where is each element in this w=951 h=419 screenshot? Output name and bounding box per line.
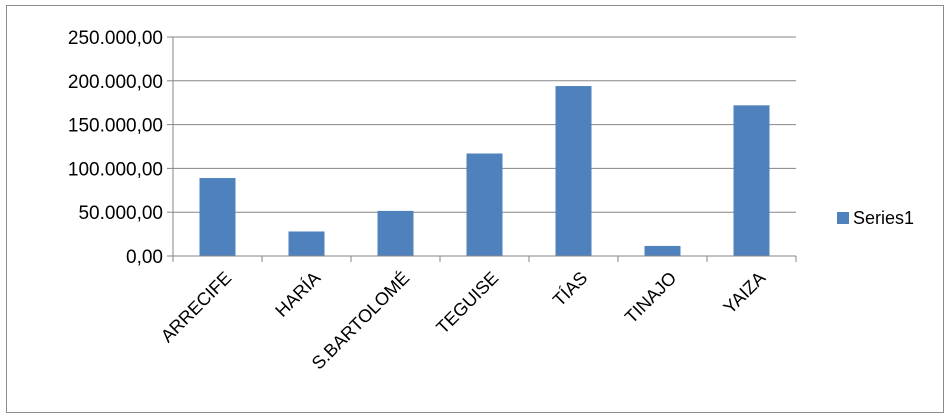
y-tick-label: 0,00 [126, 247, 163, 268]
bar-5 [644, 245, 681, 256]
bars [199, 86, 770, 256]
x-category-label: ARRECIFE [157, 268, 235, 346]
bar-3 [466, 153, 503, 256]
x-category-label: TINAJO [621, 268, 680, 327]
bar-4 [555, 86, 592, 256]
y-axis-tick-labels: 0,00 50.000,00 100.000,00 150.000,00 200.000… [68, 28, 163, 268]
y-tick-label: 150.000,00 [68, 116, 163, 137]
y-tick-label: 100.000,00 [68, 159, 163, 180]
x-category-label: TÍAS [549, 268, 591, 310]
bar-0 [199, 178, 236, 256]
x-category-label: YAIZA [719, 268, 769, 318]
bar-6 [733, 105, 770, 256]
gridlines [167, 36, 796, 257]
legend-label-series1: Series1 [853, 208, 914, 228]
y-tick-label: 50.000,00 [78, 203, 163, 224]
bar-2 [377, 210, 414, 256]
y-tick-label: 200.000,00 [68, 72, 163, 93]
y-tick-label: 250.000,00 [68, 28, 163, 49]
x-category-label: HARÍA [271, 268, 324, 321]
x-category-label: S.BARTOLOMÉ [308, 268, 414, 374]
bar-1 [288, 231, 325, 256]
legend: Series1 [837, 208, 914, 228]
x-category-label: TEGUISE [432, 268, 502, 338]
axes [172, 37, 797, 262]
legend-swatch-series1 [837, 212, 849, 224]
